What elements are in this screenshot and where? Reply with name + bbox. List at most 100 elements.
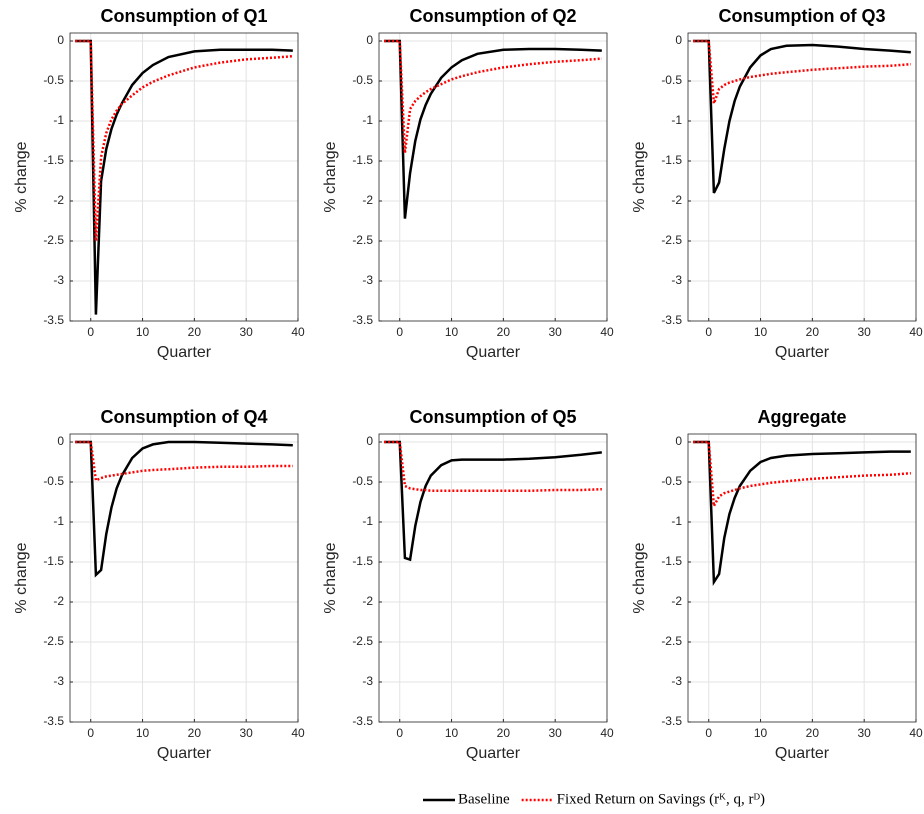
x-tick-label: 10 (754, 325, 768, 339)
x-tick-label: 0 (396, 325, 403, 339)
y-tick-label: 0 (675, 33, 682, 47)
x-tick-label: 40 (600, 325, 614, 339)
y-tick-label: -1.5 (661, 554, 682, 568)
x-tick-label: 10 (136, 726, 150, 740)
chart-title: Consumption of Q4 (101, 407, 268, 427)
x-tick-label: 20 (497, 726, 511, 740)
y-tick-label: -2 (671, 193, 682, 207)
x-tick-label: 20 (188, 726, 202, 740)
x-tick-label: 20 (188, 325, 202, 339)
x-axis-label: Quarter (157, 745, 212, 762)
x-tick-label: 30 (240, 726, 254, 740)
plot-area (688, 33, 916, 321)
x-tick-label: 0 (87, 726, 94, 740)
plot-area (70, 434, 298, 722)
y-tick-label: -0.5 (352, 73, 373, 87)
y-tick-label: -3.5 (661, 714, 682, 728)
x-tick-label: 20 (806, 726, 820, 740)
y-tick-label: -1.5 (43, 554, 64, 568)
x-tick-label: 10 (754, 726, 768, 740)
x-tick-label: 20 (806, 325, 820, 339)
axes-box (69, 32, 299, 322)
x-tick-label: 30 (240, 325, 254, 339)
chart-title: Aggregate (757, 407, 846, 427)
y-tick-label: -3 (671, 674, 682, 688)
y-tick-label: -3 (53, 273, 64, 287)
y-tick-label: -0.5 (661, 73, 682, 87)
y-axis-label: % change (631, 542, 648, 613)
y-axis-label: % change (13, 542, 30, 613)
series-line (384, 440, 602, 493)
y-tick-label: -3 (671, 273, 682, 287)
y-tick-label: -2.5 (661, 233, 682, 247)
x-tick-label: 0 (705, 726, 712, 740)
series-line (693, 39, 911, 194)
x-tick-label: 40 (909, 726, 923, 740)
y-tick-label: -0.5 (43, 474, 64, 488)
legend-label: Baseline (458, 791, 510, 807)
plot-area (70, 33, 298, 321)
axes-box (69, 433, 299, 723)
y-tick-label: -3.5 (352, 714, 373, 728)
y-tick-label: 0 (57, 33, 64, 47)
x-tick-label: 0 (396, 726, 403, 740)
y-tick-label: -2.5 (661, 634, 682, 648)
plot-area (688, 434, 916, 722)
axes-box (378, 433, 608, 723)
legend-label: Fixed Return on Savings (rᴷ, q, rᴰ) (557, 791, 765, 807)
chart-title: Consumption of Q5 (410, 407, 577, 427)
series-line (384, 39, 602, 154)
x-tick-label: 40 (909, 325, 923, 339)
series-line (384, 440, 602, 562)
x-tick-label: 30 (858, 325, 872, 339)
chart-title: Consumption of Q2 (410, 6, 577, 26)
y-tick-label: -2 (362, 193, 373, 207)
y-tick-label: -1.5 (661, 153, 682, 167)
axes-box (687, 433, 917, 723)
y-axis-label: % change (631, 141, 648, 212)
y-tick-label: -2 (362, 594, 373, 608)
y-tick-label: -1.5 (352, 554, 373, 568)
y-tick-label: -0.5 (661, 474, 682, 488)
series-line (75, 440, 293, 483)
y-tick-label: -0.5 (352, 474, 373, 488)
x-axis-label: Quarter (157, 344, 212, 361)
y-axis-label: % change (13, 141, 30, 212)
y-tick-label: 0 (57, 434, 64, 448)
y-tick-label: -1 (362, 113, 373, 127)
y-tick-label: -3.5 (661, 313, 682, 327)
series-line (75, 440, 293, 578)
x-axis-label: Quarter (775, 344, 830, 361)
series-line (693, 440, 911, 511)
y-tick-label: -2.5 (352, 634, 373, 648)
x-tick-label: 40 (291, 325, 305, 339)
y-axis-label: % change (322, 141, 339, 212)
x-axis-label: Quarter (775, 745, 830, 762)
y-tick-label: -1 (53, 113, 64, 127)
y-axis-label: % change (322, 542, 339, 613)
y-tick-label: -1 (671, 514, 682, 528)
series-line (384, 39, 602, 219)
x-tick-label: 10 (445, 726, 459, 740)
y-tick-label: -2 (671, 594, 682, 608)
x-tick-label: 40 (600, 726, 614, 740)
x-axis-label: Quarter (466, 344, 521, 361)
y-tick-label: -1.5 (43, 153, 64, 167)
y-tick-label: -2 (53, 193, 64, 207)
series-line (693, 39, 911, 104)
y-tick-label: -1.5 (352, 153, 373, 167)
y-tick-label: -0.5 (43, 73, 64, 87)
y-tick-label: -3.5 (43, 714, 64, 728)
y-tick-label: -1 (362, 514, 373, 528)
y-tick-label: -1 (53, 514, 64, 528)
y-tick-label: 0 (366, 33, 373, 47)
y-tick-label: -3 (362, 273, 373, 287)
x-tick-label: 40 (291, 726, 305, 740)
x-tick-label: 30 (549, 325, 563, 339)
y-tick-label: -3 (362, 674, 373, 688)
series-line (693, 440, 911, 587)
x-tick-label: 10 (136, 325, 150, 339)
x-axis-label: Quarter (466, 745, 521, 762)
axes-box (687, 32, 917, 322)
